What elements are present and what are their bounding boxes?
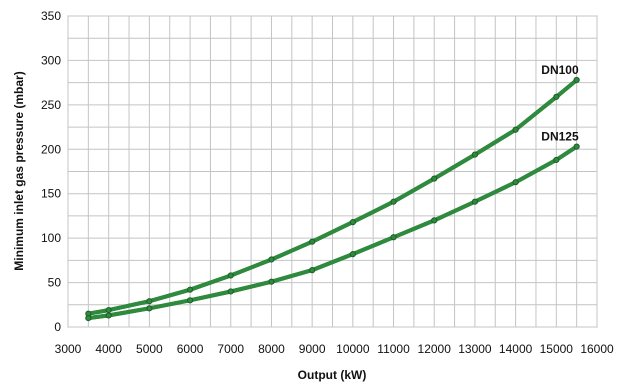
y-tick-label: 250: [41, 98, 61, 112]
x-tick-label: 4000: [95, 342, 122, 356]
series-group: DN100 DN125: [85, 63, 580, 322]
y-tick-label: 0: [54, 320, 61, 334]
x-tick-label: 3000: [55, 342, 82, 356]
data-point-dn125: [553, 156, 560, 164]
x-tick-label: 14000: [499, 342, 533, 356]
data-point-dn125: [431, 217, 438, 224]
data-point-dn100: [573, 76, 580, 84]
data-point-dn100: [390, 198, 397, 205]
x-tick-label: 15000: [540, 342, 574, 356]
x-tick-label: 8000: [258, 342, 285, 356]
data-point-dn100: [553, 93, 560, 100]
data-point-dn125: [186, 297, 194, 304]
series-line-dn125: [86, 144, 579, 321]
data-point-dn125: [268, 278, 275, 285]
data-point-dn125: [573, 143, 580, 150]
data-point-dn125: [146, 305, 153, 312]
y-tick-label: 200: [41, 142, 61, 156]
data-point-dn100: [309, 238, 316, 245]
data-point-dn125: [227, 288, 234, 295]
data-point-dn100: [227, 272, 234, 279]
y-tick-label: 50: [48, 276, 62, 290]
y-tick-labels: 0 50 100 150 200 250 300 350: [41, 9, 61, 334]
y-tick-label: 100: [41, 231, 61, 245]
y-axis-title: Minimum inlet gas pressure (mbar): [12, 71, 26, 270]
data-point-dn125: [471, 198, 479, 205]
data-point-dn125: [390, 234, 397, 241]
y-tick-label: 350: [41, 9, 61, 23]
data-point-dn100: [146, 298, 153, 305]
series-line-dn100: [86, 78, 579, 316]
data-point-dn100: [512, 126, 519, 133]
x-tick-label: 6000: [177, 342, 204, 356]
x-tick-label: 11000: [377, 342, 410, 356]
x-tick-label: 7000: [217, 342, 244, 356]
grid-lines: [67, 15, 598, 328]
x-tick-label: 5000: [136, 342, 163, 356]
x-tick-label: 12000: [418, 342, 452, 356]
x-tick-label: 16000: [580, 342, 614, 356]
data-point-dn100: [431, 175, 438, 182]
y-tick-label: 300: [41, 53, 61, 67]
data-point-dn100: [105, 307, 112, 314]
x-tick-label: 10000: [336, 342, 370, 356]
x-axis-title: Output (kW): [298, 368, 367, 382]
series-label-dn100: DN100: [541, 63, 579, 77]
data-point-dn125: [85, 315, 92, 322]
y-tick-label: 150: [41, 187, 61, 201]
data-point-dn125: [512, 179, 519, 186]
data-point-dn100: [349, 219, 356, 226]
x-tick-label: 13000: [458, 342, 492, 356]
data-point-dn125: [349, 251, 356, 258]
data-point-dn100: [186, 286, 194, 293]
series-label-dn125: DN125: [541, 130, 579, 144]
data-point-dn100: [268, 256, 275, 263]
data-point-dn125: [105, 312, 112, 319]
x-tick-label: 9000: [299, 342, 326, 356]
data-point-dn125: [309, 267, 316, 274]
x-tick-labels: 3000 4000 5000 6000 7000 8000 9000 10000 11000 12…: [55, 342, 614, 356]
data-point-dn100: [471, 151, 479, 158]
